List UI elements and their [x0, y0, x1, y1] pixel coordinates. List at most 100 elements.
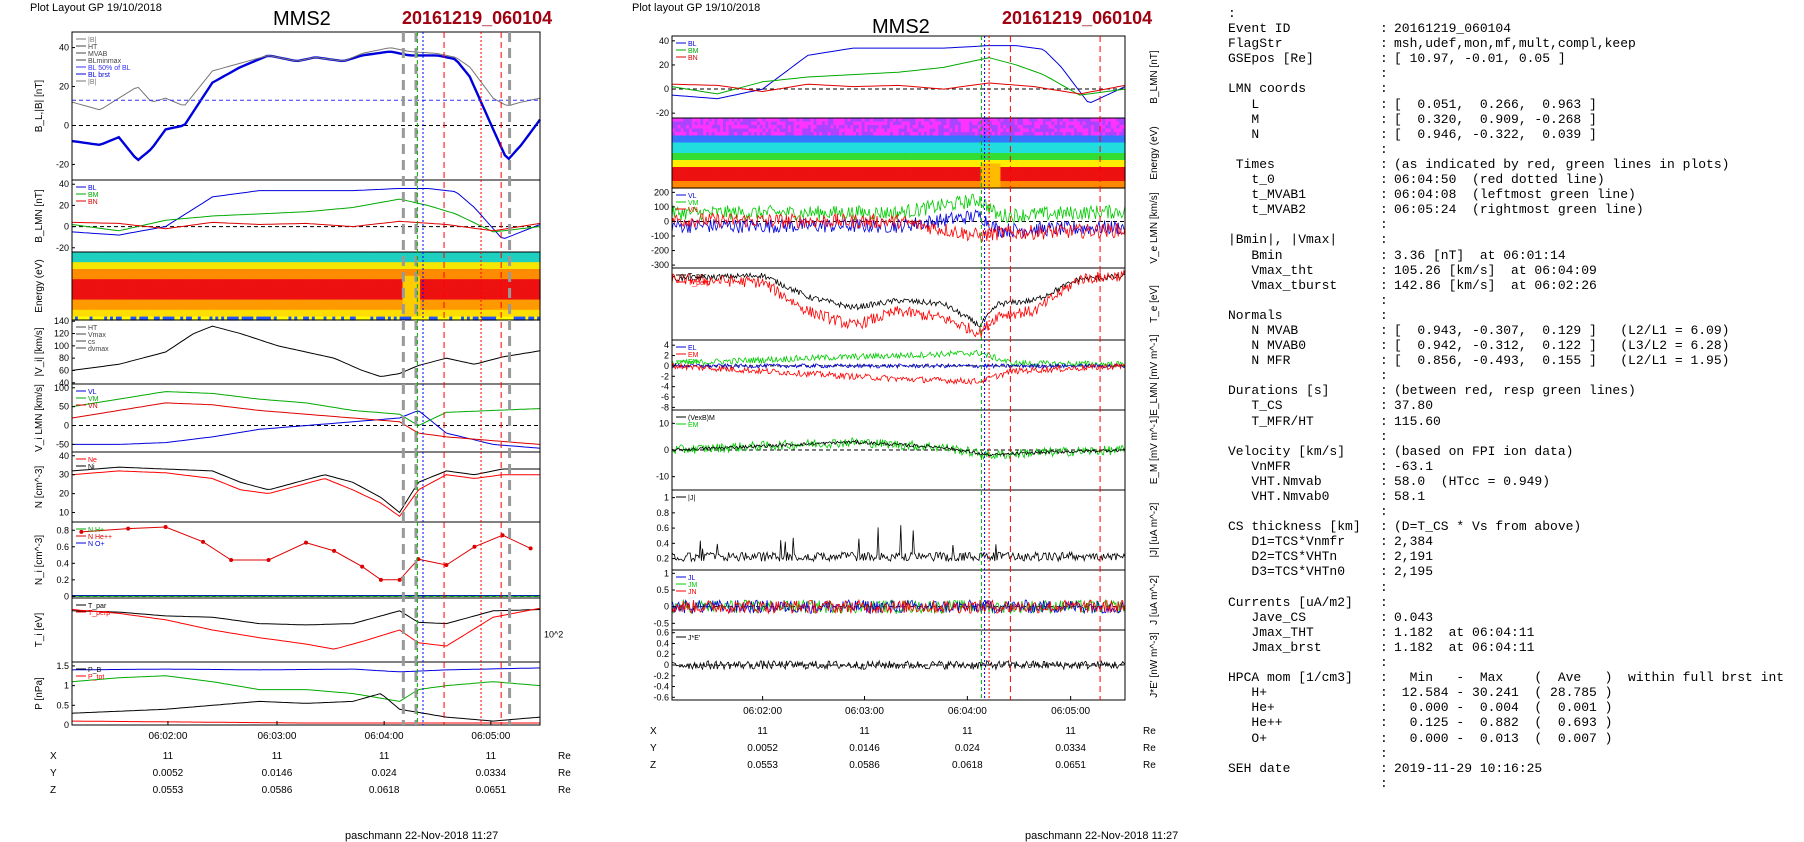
series-line: [72, 221, 540, 231]
y-tick-label: 20: [59, 82, 69, 92]
spectrogram-heatmap: [72, 252, 541, 321]
y-tick-label: 30: [59, 470, 69, 480]
legend-label: |B|: [88, 37, 96, 44]
y-tick-label: 0: [64, 720, 69, 730]
y-tick-label: 100: [54, 341, 69, 351]
y-tick-label: -20: [56, 159, 69, 169]
position-value: 11: [486, 751, 497, 762]
series-line: [72, 392, 540, 426]
legend-label: BL brst: [88, 72, 110, 79]
series-point: [472, 545, 476, 549]
time-tick-label: 06:05:00: [471, 731, 510, 742]
series-point: [126, 527, 130, 531]
y-tick-label: 20: [659, 60, 669, 70]
series-point: [79, 530, 83, 534]
series-line: [72, 471, 540, 516]
series-point: [229, 558, 233, 562]
panel-ylabel: B_L,|B| [nT]: [34, 80, 45, 133]
series-line: [81, 527, 530, 580]
legend-label: Vmax: [88, 332, 106, 339]
panel-frame: [72, 662, 540, 725]
legend-label: BLminmax: [88, 58, 122, 65]
legend-label: T_par: [88, 603, 107, 610]
position-row-label: Y: [50, 768, 57, 779]
y-tick-label: 0: [64, 222, 69, 232]
y-tick-label: 40: [59, 179, 69, 189]
legend-label: BM: [688, 48, 699, 55]
legend-label: HT: [88, 44, 98, 51]
legend-label: Ne: [88, 457, 97, 464]
y-tick-label: 40: [59, 451, 69, 461]
y-tick-label: 1.5: [56, 661, 69, 671]
position-value: 0.0618: [369, 785, 400, 796]
series-point: [201, 540, 205, 544]
y-tick-label: -50: [56, 439, 69, 449]
position-value: 11: [272, 751, 283, 762]
legend-label: VN: [88, 403, 98, 410]
y-tick-label: 10^2: [544, 630, 563, 640]
y-tick-label: 1: [64, 681, 69, 691]
legend-label: BL 50% of BL: [88, 65, 131, 72]
series-point: [267, 558, 271, 562]
y-tick-label: 0.4: [56, 558, 69, 568]
legend-label: BL: [88, 185, 97, 192]
series-line: [72, 326, 540, 376]
position-value: 0.0553: [153, 785, 184, 796]
panel-ylabel: |V_i| [km/s]: [34, 327, 45, 376]
position-unit: Re: [558, 768, 571, 779]
panel-ylabel: Energy (eV): [34, 259, 45, 312]
panel-spec: Energy (eV): [672, 118, 1160, 189]
position-value: 0.0334: [476, 768, 507, 779]
legend-label: N O+: [88, 541, 105, 548]
y-tick-label: 100: [54, 383, 69, 393]
time-tick-label: 06:04:00: [365, 731, 404, 742]
panel-ylabel: N_i [cm^-3]: [34, 535, 45, 585]
legend-label: VL: [88, 389, 97, 396]
position-value: 0.0586: [262, 785, 293, 796]
spectrogram-heatmap: [672, 118, 1126, 189]
legend-label: N H+: [88, 527, 104, 534]
legend-label: MVAB: [88, 51, 108, 58]
panel-ylabel: N [cm^-3]: [34, 466, 45, 509]
series-point: [332, 549, 336, 553]
panel-ylabel: B_LMN [nT]: [1149, 50, 1160, 104]
y-tick-label: 10: [59, 508, 69, 518]
series-line: [72, 403, 540, 445]
panel-frame: [72, 384, 540, 452]
legend-label: HT: [88, 325, 98, 332]
position-unit: Re: [558, 751, 571, 762]
position-value: 0.0146: [262, 768, 293, 779]
position-row-label: Z: [50, 785, 56, 796]
panel-frame: [72, 598, 540, 662]
panel-ylabel: V_i LMN [km/s]: [34, 384, 45, 452]
legend-label: Ni: [88, 464, 95, 471]
panel-ylabel: P [nPa]: [34, 677, 45, 710]
y-tick-label: 20: [59, 200, 69, 210]
series-line: [672, 83, 1125, 94]
legend-label: dvmax: [88, 346, 109, 353]
series-line: [72, 676, 540, 702]
y-tick-label: 40: [659, 36, 669, 46]
position-value: 11: [379, 751, 390, 762]
y-tick-label: 0.2: [56, 575, 69, 585]
legend-label: BN: [688, 55, 698, 62]
legend-label: P_B: [88, 667, 102, 674]
y-tick-label: 40: [59, 43, 69, 53]
y-tick-label: 0: [64, 421, 69, 431]
series-line: [72, 52, 540, 160]
position-row-label: X: [50, 751, 57, 762]
y-tick-label: -20: [56, 243, 69, 253]
series-line: [72, 668, 540, 672]
y-tick-label: 80: [59, 353, 69, 363]
series-line: [72, 467, 540, 512]
series-line: [72, 610, 540, 625]
panel-frame: [72, 452, 540, 522]
legend-label: BL: [688, 41, 697, 48]
panel-ylabel: B_LMN [nT]: [34, 189, 45, 243]
